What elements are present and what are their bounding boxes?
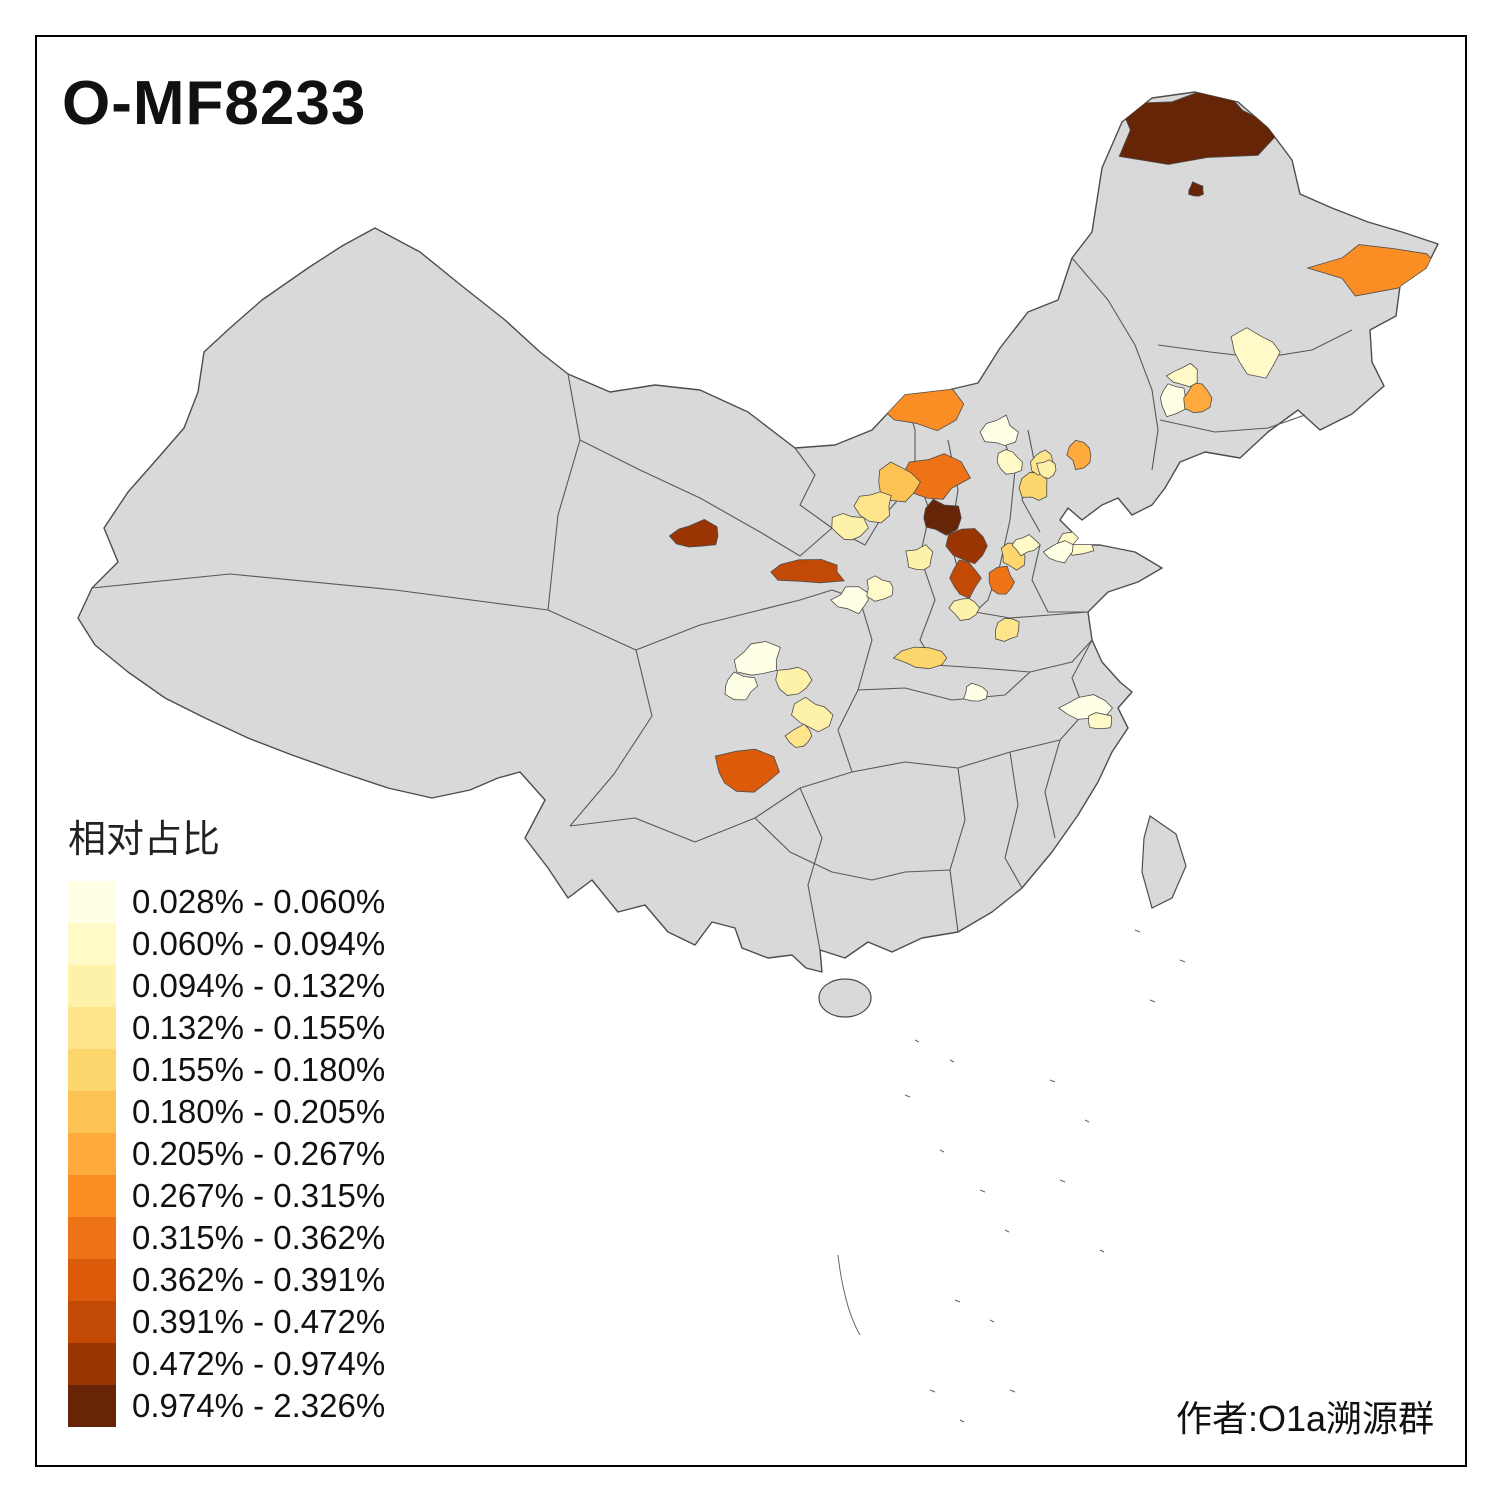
taiwan-island (1141, 815, 1187, 909)
prefecture-region (791, 696, 834, 733)
prefecture-region (853, 491, 892, 524)
prefecture-region (1036, 459, 1057, 479)
legend-swatch (68, 881, 116, 923)
legend-label: 0.028% - 0.060% (132, 883, 386, 920)
legend-row: 0.315% - 0.362% (68, 1217, 385, 1259)
legend-label: 0.060% - 0.094% (132, 925, 386, 962)
legend-swatch (68, 1385, 116, 1427)
prefecture-region (996, 449, 1023, 475)
prefecture-region (831, 513, 869, 541)
legend-label: 0.391% - 0.472% (132, 1303, 386, 1340)
province-borders (91, 257, 1353, 951)
prefecture-region (1087, 712, 1113, 729)
legend-swatch (68, 1217, 116, 1259)
legend-swatch (68, 1091, 116, 1133)
legend-label: 0.267% - 0.315% (132, 1177, 386, 1214)
legend-label: 0.472% - 0.974% (132, 1345, 386, 1382)
legend-swatch (68, 1343, 116, 1385)
legend-row: 0.155% - 0.180% (68, 1049, 385, 1091)
islands (818, 815, 1187, 1423)
prefecture-region (945, 528, 988, 565)
legend-row: 0.180% - 0.205% (68, 1091, 385, 1133)
prefecture-region (1125, 651, 1140, 682)
prefecture-region (866, 575, 894, 602)
map-title: O-MF8233 (62, 69, 367, 138)
prefecture-region (1230, 327, 1281, 379)
prefecture-region (770, 559, 845, 584)
legend-swatch (68, 965, 116, 1007)
prefecture-region (724, 671, 759, 701)
legend-row: 0.267% - 0.315% (68, 1175, 385, 1217)
prefecture-region (1066, 439, 1092, 471)
prefecture-region (948, 597, 981, 621)
legend-swatch (68, 1133, 116, 1175)
legend-label: 0.974% - 2.326% (132, 1387, 386, 1424)
legend-label: 0.132% - 0.155% (132, 1009, 386, 1046)
prefecture-region (878, 461, 921, 503)
prefecture-region (1188, 181, 1204, 197)
prefecture-region (1165, 362, 1198, 388)
prefecture-region (1011, 534, 1041, 557)
prefecture-region (979, 414, 1019, 446)
legend-swatch (68, 923, 116, 965)
prefecture-region (994, 618, 1020, 642)
mainland-outline (77, 91, 1439, 973)
legend-label: 0.362% - 0.391% (132, 1261, 386, 1298)
legend: 相对占比 0.028% - 0.060% 0.060% - 0.094% 0.094… (68, 808, 385, 1427)
prefecture-region (830, 586, 869, 615)
prefecture-region (949, 559, 982, 599)
legend-swatch (68, 1301, 116, 1343)
legend-row: 0.391% - 0.472% (68, 1301, 385, 1343)
prefecture-region (963, 682, 989, 702)
legend-row: 0.094% - 0.132% (68, 965, 385, 1007)
prefecture-region (1118, 92, 1283, 165)
legend-label: 0.180% - 0.205% (132, 1093, 386, 1130)
attribution: 作者:O1a溯源群 (1175, 1398, 1434, 1439)
legend-title: 相对占比 (68, 819, 221, 861)
prefecture-region (1159, 383, 1187, 418)
prefecture-region (784, 723, 813, 748)
prefecture-region (714, 748, 780, 793)
prefecture-region (775, 666, 813, 696)
legend-swatch (68, 1175, 116, 1217)
legend-swatch (68, 1259, 116, 1301)
prefecture-region (905, 544, 934, 571)
legend-label: 0.205% - 0.267% (132, 1135, 386, 1172)
legend-row: 0.060% - 0.094% (68, 923, 385, 965)
hainan-island (818, 978, 872, 1018)
prefecture-region (1042, 540, 1074, 564)
legend-swatch (68, 1049, 116, 1091)
legend-row: 0.028% - 0.060% (68, 881, 385, 923)
prefecture-region (733, 641, 781, 676)
legend-rows: 0.028% - 0.060% 0.060% - 0.094% 0.094% - 0… (68, 881, 385, 1427)
legend-row: 0.132% - 0.155% (68, 1007, 385, 1049)
legend-row: 0.362% - 0.391% (68, 1259, 385, 1301)
prefecture-region (892, 646, 948, 670)
legend-label: 0.155% - 0.180% (132, 1051, 386, 1088)
prefecture-region (988, 565, 1015, 595)
prefecture-region (668, 518, 719, 548)
legend-swatch (68, 1007, 116, 1049)
prefecture-region (1183, 382, 1213, 414)
legend-row: 0.974% - 2.326% (68, 1385, 385, 1427)
legend-label: 0.094% - 0.132% (132, 967, 386, 1004)
legend-label: 0.315% - 0.362% (132, 1219, 386, 1256)
south-china-sea-islets (837, 929, 1186, 1423)
legend-row: 0.472% - 0.974% (68, 1343, 385, 1385)
legend-row: 0.205% - 0.267% (68, 1133, 385, 1175)
